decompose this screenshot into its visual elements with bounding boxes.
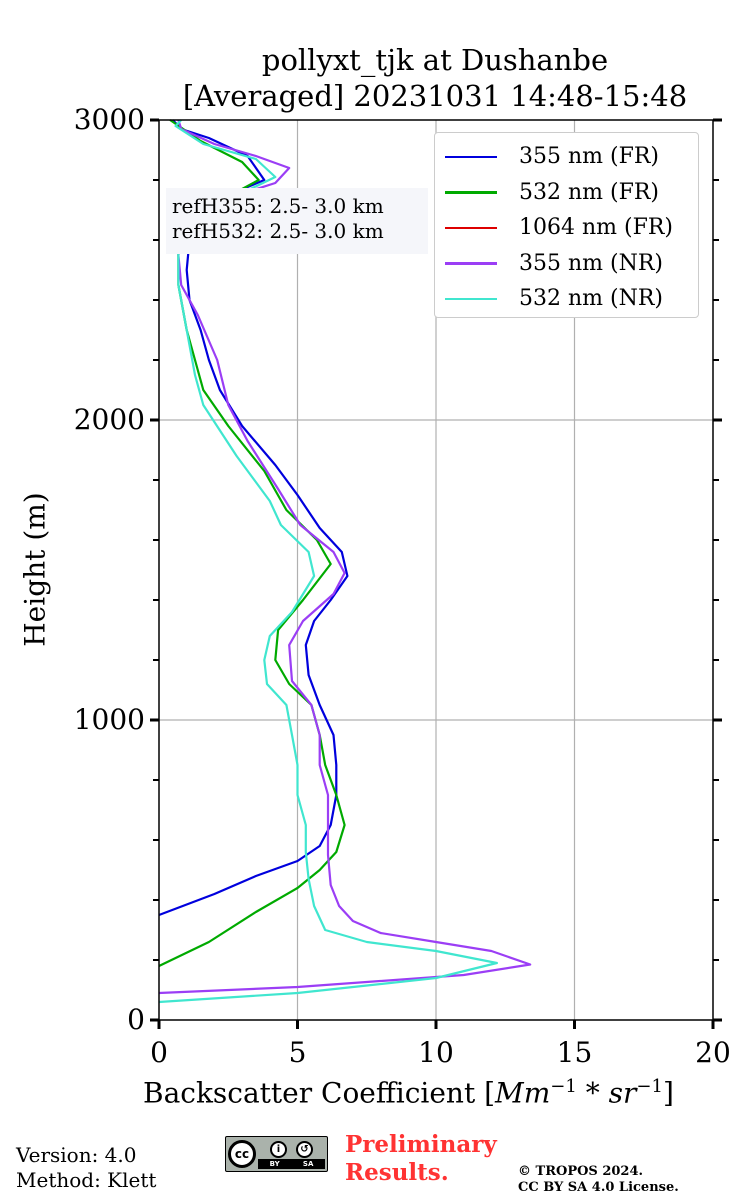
legend-swatch: [445, 297, 497, 300]
legend-entry: 532 nm (NR): [435, 281, 698, 317]
cc-license-badge: cc i ↺ BY SA: [225, 1136, 328, 1172]
y-tick-label: 3000: [74, 103, 145, 136]
legend-entry: 355 nm (FR): [435, 139, 698, 175]
y-tick-label: 2000: [74, 403, 145, 436]
version-text: Version: 4.0: [16, 1143, 137, 1167]
legend-label: 1064 nm (FR): [519, 215, 673, 241]
legend-entry: 355 nm (NR): [435, 246, 698, 282]
legend-swatch: [445, 191, 497, 194]
x-tick-label: 20: [695, 1036, 731, 1069]
legend-entry: 532 nm (FR): [435, 175, 698, 211]
y-tick-label: 1000: [74, 703, 145, 736]
reference-height-box: refH355: 2.5- 3.0 km refH532: 2.5- 3.0 k…: [166, 188, 428, 254]
cc-badge-bar: BY SA: [258, 1159, 325, 1169]
legend-label: 355 nm (NR): [519, 250, 663, 276]
by-icon: i: [270, 1141, 287, 1158]
x-tick-label: 15: [557, 1036, 593, 1069]
sa-icon: ↺: [296, 1141, 313, 1158]
ref-h532-text: refH532: 2.5- 3.0 km: [172, 219, 384, 243]
legend-swatch: [445, 155, 497, 158]
y-axis-label: Height (m): [18, 492, 52, 647]
legend-swatch: [445, 226, 497, 229]
legend-label: 355 nm (FR): [519, 144, 660, 170]
x-tick-label: 0: [150, 1036, 168, 1069]
chart-title-line1: pollyxt_tjk at Dushanbe: [261, 43, 609, 77]
copyright-notice: © TROPOS 2024. CC BY SA 4.0 License.: [518, 1164, 679, 1195]
ref-h355-text: refH355: 2.5- 3.0 km: [172, 194, 384, 218]
legend-swatch: [445, 262, 497, 265]
legend-label: 532 nm (NR): [519, 286, 663, 312]
chart-title-line2: [Averaged] 20231031 14:48-15:48: [182, 79, 688, 113]
cc-icon: cc: [228, 1140, 256, 1168]
preliminary-results-note: Preliminary Results.: [345, 1131, 497, 1186]
version-method-info: Version: 4.0 Method: Klett: [16, 1143, 156, 1193]
legend-label: 532 nm (FR): [519, 179, 660, 205]
x-tick-label: 5: [289, 1036, 307, 1069]
x-axis-label: Backscatter Coefficient [Mm−1 * sr−1]: [143, 1076, 674, 1110]
legend-entry: 1064 nm (FR): [435, 210, 698, 246]
legend: 355 nm (FR) 532 nm (FR) 1064 nm (FR) 355…: [434, 132, 699, 318]
method-text: Method: Klett: [16, 1168, 157, 1192]
axes: 0 1000 2000 3000 0 5 10 15 20: [74, 103, 731, 1069]
x-tick-label: 10: [418, 1036, 454, 1069]
y-tick-label: 0: [127, 1003, 145, 1036]
